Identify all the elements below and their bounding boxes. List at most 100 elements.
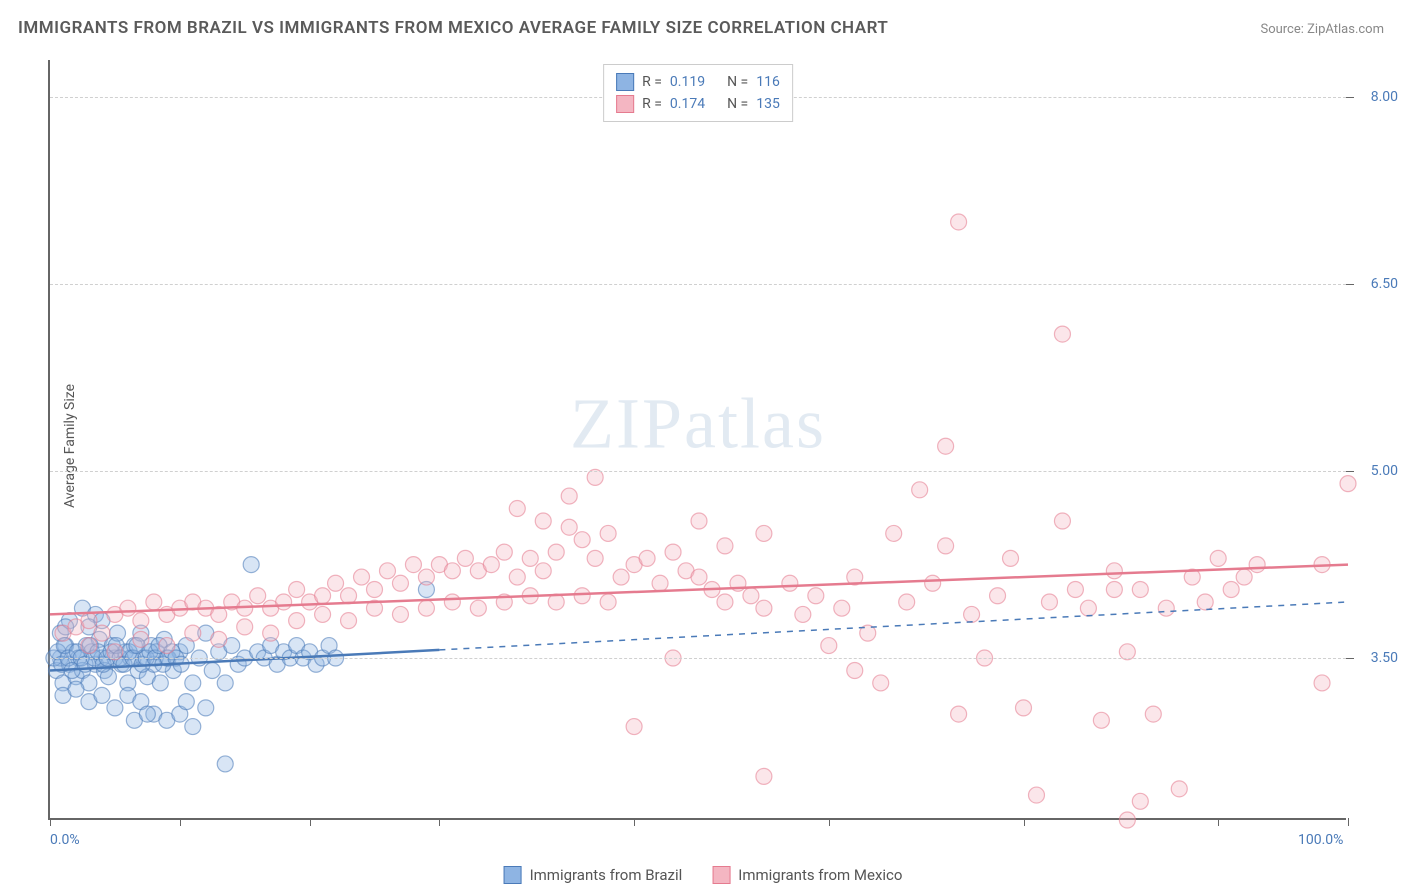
scatter-point <box>1041 594 1057 610</box>
scatter-point <box>1145 706 1161 722</box>
scatter-point <box>925 575 941 591</box>
scatter-point <box>938 538 954 554</box>
legend-row-mexico: R = 0.174 N = 135 <box>616 93 780 115</box>
scatter-point <box>1028 787 1044 803</box>
trend-line <box>439 602 1348 650</box>
y-tick <box>1346 97 1354 98</box>
scatter-point <box>626 719 642 735</box>
scatter-point <box>1003 550 1019 566</box>
legend-label-brazil: Immigrants from Brazil <box>530 866 683 884</box>
x-tick <box>180 818 181 826</box>
scatter-point <box>139 706 155 722</box>
legend-swatch-mexico <box>616 95 634 113</box>
y-tick <box>1346 658 1354 659</box>
r-value-brazil: 0.119 <box>670 74 705 90</box>
scatter-point <box>951 214 967 230</box>
scatter-point <box>204 662 220 678</box>
scatter-point <box>444 594 460 610</box>
scatter-point <box>1197 594 1213 610</box>
source-link[interactable]: ZipAtlas.com <box>1307 22 1384 37</box>
r-value-mexico: 0.174 <box>670 96 705 112</box>
scatter-point <box>795 606 811 622</box>
scatter-point <box>574 588 590 604</box>
scatter-point <box>81 638 97 654</box>
scatter-point <box>561 488 577 504</box>
plot-area: ZIPatlas R = 0.119 N = 116 R = 0.174 N =… <box>48 60 1346 820</box>
scatter-point <box>146 594 162 610</box>
scatter-point <box>691 569 707 585</box>
scatter-point <box>535 513 551 529</box>
scatter-point <box>392 575 408 591</box>
scatter-point <box>821 638 837 654</box>
scatter-point <box>886 525 902 541</box>
x-tick <box>439 818 440 826</box>
scatter-point <box>1054 326 1070 342</box>
scatter-point <box>178 694 194 710</box>
legend-item-mexico: Immigrants from Mexico <box>712 866 902 884</box>
chart-title: IMMIGRANTS FROM BRAZIL VS IMMIGRANTS FRO… <box>18 18 888 38</box>
scatter-point <box>418 569 434 585</box>
x-tick <box>1348 818 1349 826</box>
scatter-point <box>237 619 253 635</box>
scatter-point <box>81 613 97 629</box>
scatter-point <box>185 675 201 691</box>
scatter-point <box>1119 812 1135 828</box>
scatter-svg <box>50 60 1346 818</box>
y-tick-label: 8.00 <box>1371 89 1398 105</box>
scatter-point <box>834 600 850 616</box>
scatter-point <box>613 569 629 585</box>
x-tick-label: 100.0% <box>1298 832 1343 848</box>
scatter-point <box>665 544 681 560</box>
scatter-point <box>276 594 292 610</box>
x-tick <box>634 818 635 826</box>
y-tick-label: 6.50 <box>1371 276 1398 292</box>
scatter-point <box>1016 700 1032 716</box>
scatter-point <box>548 544 564 560</box>
legend-swatch-brazil <box>616 73 634 91</box>
scatter-point <box>250 588 266 604</box>
scatter-point <box>1314 675 1330 691</box>
scatter-point <box>1106 582 1122 598</box>
scatter-point <box>1106 563 1122 579</box>
scatter-point <box>1054 513 1070 529</box>
x-tick <box>829 818 830 826</box>
scatter-point <box>782 575 798 591</box>
scatter-point <box>652 575 668 591</box>
n-value-mexico: 135 <box>756 96 780 112</box>
scatter-point <box>159 638 175 654</box>
gridline <box>50 658 1346 659</box>
scatter-point <box>341 588 357 604</box>
scatter-point <box>418 600 434 616</box>
gridline <box>50 471 1346 472</box>
legend-swatch-mexico <box>712 866 730 884</box>
scatter-point <box>379 563 395 579</box>
scatter-point <box>938 438 954 454</box>
scatter-point <box>217 756 233 772</box>
scatter-point <box>873 675 889 691</box>
scatter-point <box>600 594 616 610</box>
scatter-point <box>1223 582 1239 598</box>
scatter-point <box>1132 582 1148 598</box>
n-label: N = <box>727 74 748 90</box>
scatter-point <box>1210 550 1226 566</box>
scatter-point <box>574 532 590 548</box>
scatter-point <box>912 482 928 498</box>
r-label: R = <box>642 74 662 90</box>
scatter-point <box>951 706 967 722</box>
scatter-point <box>587 550 603 566</box>
y-tick <box>1346 284 1354 285</box>
scatter-point <box>1171 781 1187 797</box>
scatter-point <box>509 569 525 585</box>
scatter-point <box>496 544 512 560</box>
scatter-point <box>341 613 357 629</box>
scatter-point <box>756 768 772 784</box>
scatter-point <box>600 525 616 541</box>
scatter-point <box>470 600 486 616</box>
scatter-point <box>847 662 863 678</box>
scatter-point <box>1340 476 1356 492</box>
scatter-point <box>211 631 227 647</box>
r-label: R = <box>642 96 662 112</box>
legend-label-mexico: Immigrants from Mexico <box>738 866 902 884</box>
scatter-point <box>444 563 460 579</box>
scatter-point <box>964 606 980 622</box>
